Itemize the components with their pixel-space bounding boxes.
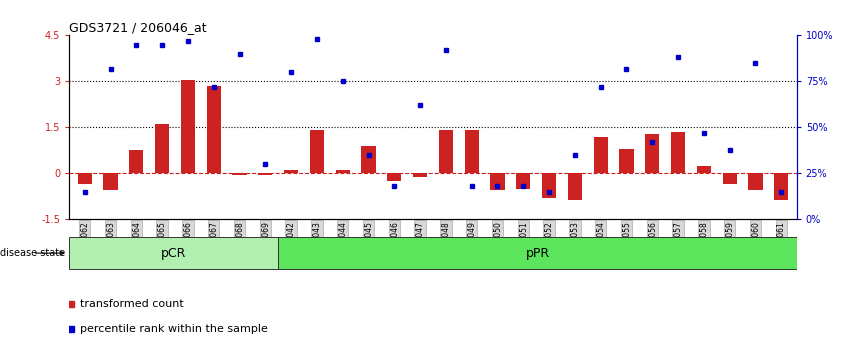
Text: percentile rank within the sample: percentile rank within the sample [80,324,268,334]
Bar [284,170,298,173]
Text: disease state: disease state [0,248,65,258]
Bar [774,173,788,200]
Bar [78,173,92,184]
Bar [155,124,169,173]
Bar [387,173,402,181]
Bar [232,173,247,175]
Bar [439,130,453,173]
Bar [129,150,144,173]
Bar [671,132,685,173]
Bar [361,146,376,173]
Bar [464,130,479,173]
Text: transformed count: transformed count [80,299,184,309]
Bar [207,86,221,173]
Bar [103,173,118,190]
Bar [748,173,763,190]
Bar [645,133,659,173]
Text: pCR: pCR [161,247,186,259]
Text: GDS3721 / 206046_at: GDS3721 / 206046_at [69,21,207,34]
Bar [490,173,505,190]
Bar [181,80,195,173]
Bar [258,173,273,175]
Bar [568,173,582,200]
Bar [336,170,350,173]
Bar [593,137,608,173]
Bar [722,173,737,184]
Bar [542,173,556,198]
Bar [697,166,711,173]
Bar [619,149,634,173]
Bar [413,173,427,177]
Bar [310,130,324,173]
Bar [516,173,530,189]
Bar [278,237,797,269]
Text: pPR: pPR [526,247,550,259]
Bar [69,237,278,269]
